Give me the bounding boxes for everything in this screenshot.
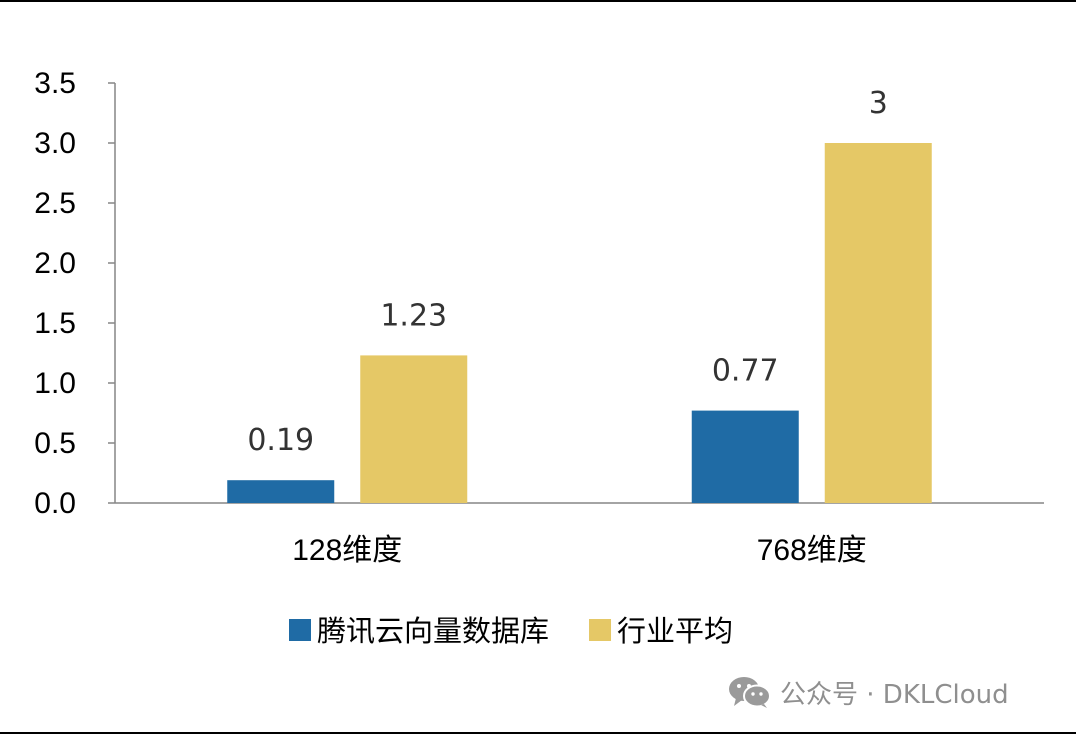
legend-label: 行业平均 xyxy=(617,614,733,648)
watermark: 公众号 · DKLCloud xyxy=(728,672,1009,712)
watermark-text: 公众号 · DKLCloud xyxy=(780,679,1009,710)
legend-label: 腾讯云向量数据库 xyxy=(317,614,549,648)
bar xyxy=(691,410,799,503)
chart-axes: 0.0 0.5 1.0 1.5 2.0 2.5 3.0 3.5 128维度 768维度 xyxy=(34,67,1044,567)
bar xyxy=(360,355,468,503)
y-tick-label: 3.0 xyxy=(34,127,76,160)
data-label: 1.23 xyxy=(380,298,447,333)
data-label: 0.77 xyxy=(712,354,779,389)
y-tick-label: 2.0 xyxy=(34,247,76,280)
y-tick-label: 0.5 xyxy=(34,427,76,460)
legend-swatch xyxy=(589,619,612,641)
chart-bars xyxy=(227,143,932,503)
y-tick-label: 0.0 xyxy=(34,487,76,520)
bar xyxy=(824,143,932,503)
data-label: 0.19 xyxy=(247,423,314,458)
y-tick-label: 2.5 xyxy=(34,187,76,220)
chart-data-labels: 0.19 1.23 0.77 3 xyxy=(247,86,887,458)
chart-legend: 腾讯云向量数据库 行业平均 xyxy=(289,614,733,648)
y-tick-label: 3.5 xyxy=(34,67,76,100)
y-tick-label: 1.5 xyxy=(34,307,76,340)
data-label: 3 xyxy=(869,86,888,121)
legend-swatch xyxy=(289,619,311,641)
x-category-label: 128维度 xyxy=(292,534,402,567)
y-tick-label: 1.0 xyxy=(34,367,76,400)
x-category-label: 768维度 xyxy=(757,534,867,567)
wechat-icon xyxy=(729,677,771,708)
bar xyxy=(227,480,335,503)
